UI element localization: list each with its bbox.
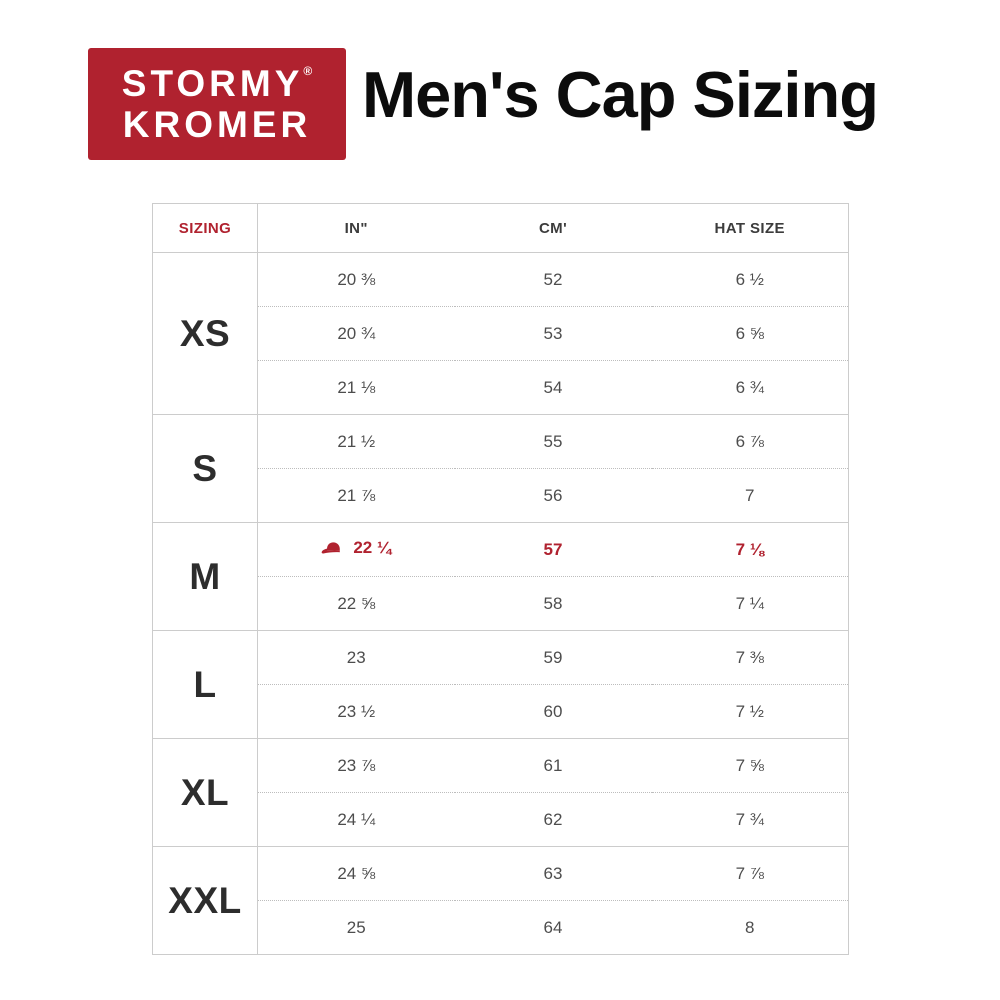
in-cell: 24 ¼ bbox=[257, 792, 455, 847]
cap-icon bbox=[321, 541, 343, 556]
size-label-l: L bbox=[152, 630, 258, 739]
cm-cell: 60 bbox=[454, 684, 652, 739]
in-value: 22 ¼ bbox=[353, 538, 392, 558]
registered-trademark-symbol: ® bbox=[303, 63, 313, 78]
size-label-m: M bbox=[152, 522, 258, 631]
header-row: SIZING IN" CM' HAT SIZE bbox=[152, 203, 849, 253]
size-group-s: S 21 ½ 55 6 ⅞ 21 ⅞ 56 7 bbox=[152, 414, 849, 523]
hat-cell: 7 ¾ bbox=[651, 792, 849, 847]
cm-cell: 54 bbox=[454, 360, 652, 415]
cm-cell: 59 bbox=[454, 630, 652, 685]
size-group-xs: XS 20 ⅜ 52 6 ½ 20 ¾ 53 6 ⅝ 21 ⅛ 54 6 ¾ bbox=[152, 252, 849, 415]
table-header: SIZING IN" CM' HAT SIZE bbox=[152, 203, 849, 253]
header-sizing: SIZING bbox=[152, 203, 258, 253]
brand-logo: STORMY® KROMER bbox=[88, 48, 346, 160]
in-cell: 24 ⅝ bbox=[257, 846, 455, 901]
in-cell: 23 ½ bbox=[257, 684, 455, 739]
cm-cell: 53 bbox=[454, 306, 652, 361]
size-label-xl: XL bbox=[152, 738, 258, 847]
cm-cell: 64 bbox=[454, 900, 652, 955]
in-cell: 20 ⅜ bbox=[257, 252, 455, 307]
table-row: XL 23 ⅞ 61 7 ⅝ bbox=[152, 738, 849, 847]
size-group-l: L 23 59 7 ⅜ 23 ½ 60 7 ½ bbox=[152, 630, 849, 739]
size-label-s: S bbox=[152, 414, 258, 523]
hat-cell: 7 bbox=[651, 468, 849, 523]
in-cell: 22 ⅝ bbox=[257, 576, 455, 631]
cm-cell: 55 bbox=[454, 414, 652, 469]
size-group-xl: XL 23 ⅞ 61 7 ⅝ 24 ¼ 62 7 ¾ bbox=[152, 738, 849, 847]
hat-cell: 7 ½ bbox=[651, 684, 849, 739]
cm-cell: 63 bbox=[454, 846, 652, 901]
table-row-highlighted: M 22 ¼ 57 7 ⅛ bbox=[152, 522, 849, 631]
table-row: 25 64 8 bbox=[153, 900, 849, 955]
table-row: XS 20 ⅜ 52 6 ½ bbox=[152, 252, 849, 415]
table-row: 22 ⅝ 58 7 ¼ bbox=[153, 576, 849, 631]
hat-cell: 6 ½ bbox=[651, 252, 849, 307]
sizing-table: SIZING IN" CM' HAT SIZE XS 20 ⅜ 52 6 ½ 2… bbox=[152, 203, 849, 955]
header-hat-size: HAT SIZE bbox=[651, 203, 849, 253]
table-row: 23 ½ 60 7 ½ bbox=[153, 684, 849, 739]
cm-cell: 56 bbox=[454, 468, 652, 523]
hat-cell: 7 ⅝ bbox=[651, 738, 849, 793]
size-group-xxl: XXL 24 ⅝ 63 7 ⅞ 25 64 8 bbox=[152, 846, 849, 955]
header-centimeters: CM' bbox=[454, 203, 652, 253]
size-label-xxl: XXL bbox=[152, 846, 258, 955]
in-cell: 21 ⅛ bbox=[257, 360, 455, 415]
hat-cell: 6 ⅞ bbox=[651, 414, 849, 469]
in-cell: 21 ½ bbox=[257, 414, 455, 469]
cm-cell: 62 bbox=[454, 792, 652, 847]
table-row: 21 ⅛ 54 6 ¾ bbox=[153, 360, 849, 415]
header-inches: IN" bbox=[257, 203, 455, 253]
table-row: XXL 24 ⅝ 63 7 ⅞ bbox=[152, 846, 849, 955]
in-cell: 25 bbox=[257, 900, 455, 955]
in-cell: 22 ¼ bbox=[257, 522, 455, 577]
cm-cell: 52 bbox=[454, 252, 652, 307]
hat-cell: 7 ⅞ bbox=[651, 846, 849, 901]
in-cell: 23 bbox=[257, 630, 455, 685]
table-row: 24 ¼ 62 7 ¾ bbox=[153, 792, 849, 847]
table-row: 21 ⅞ 56 7 bbox=[153, 468, 849, 523]
cm-cell: 57 bbox=[454, 522, 652, 577]
brand-word-stormy: STORMY bbox=[121, 62, 304, 104]
hat-cell: 6 ¾ bbox=[651, 360, 849, 415]
hat-cell: 7 ⅛ bbox=[651, 522, 849, 577]
table-row: 20 ¾ 53 6 ⅝ bbox=[153, 306, 849, 361]
in-cell: 20 ¾ bbox=[257, 306, 455, 361]
cm-cell: 61 bbox=[454, 738, 652, 793]
size-group-m: M 22 ¼ 57 7 ⅛ 22 ⅝ bbox=[152, 522, 849, 631]
table-row: S 21 ½ 55 6 ⅞ bbox=[152, 414, 849, 523]
brand-name-line1: STORMY® bbox=[122, 63, 312, 104]
hat-cell: 6 ⅝ bbox=[651, 306, 849, 361]
brand-name-line2: KROMER bbox=[122, 104, 312, 145]
cm-cell: 58 bbox=[454, 576, 652, 631]
table-row: L 23 59 7 ⅜ bbox=[152, 630, 849, 739]
in-cell: 21 ⅞ bbox=[257, 468, 455, 523]
page-title: Men's Cap Sizing bbox=[362, 58, 879, 131]
hat-cell: 8 bbox=[651, 900, 849, 955]
hat-cell: 7 ¼ bbox=[651, 576, 849, 631]
hat-cell: 7 ⅜ bbox=[651, 630, 849, 685]
in-cell: 23 ⅞ bbox=[257, 738, 455, 793]
size-label-xs: XS bbox=[152, 252, 258, 415]
